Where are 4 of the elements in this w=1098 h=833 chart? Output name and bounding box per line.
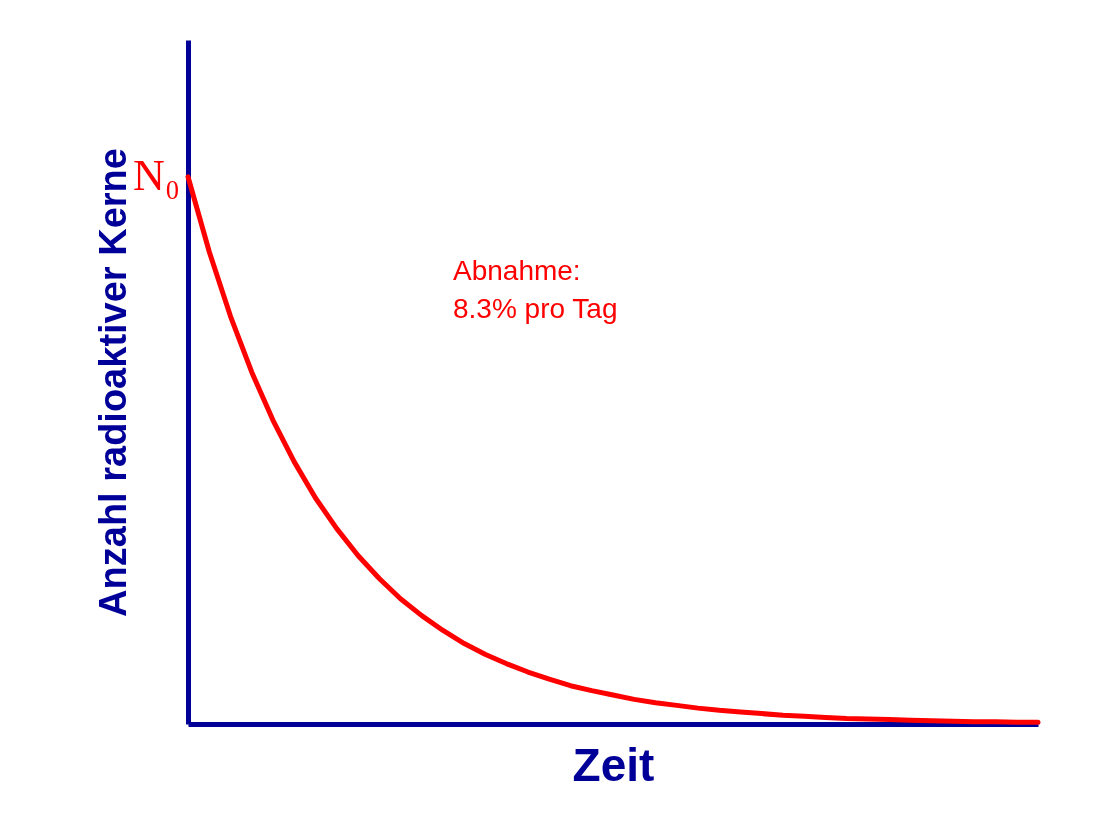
y-axis-title: Anzahl radioaktiver Kerne bbox=[91, 148, 134, 617]
x-axis-title: Zeit bbox=[572, 738, 655, 791]
annotation: Abnahme: 8.3% pro Tag bbox=[453, 255, 618, 324]
text: N₀ bbox=[132, 150, 180, 200]
